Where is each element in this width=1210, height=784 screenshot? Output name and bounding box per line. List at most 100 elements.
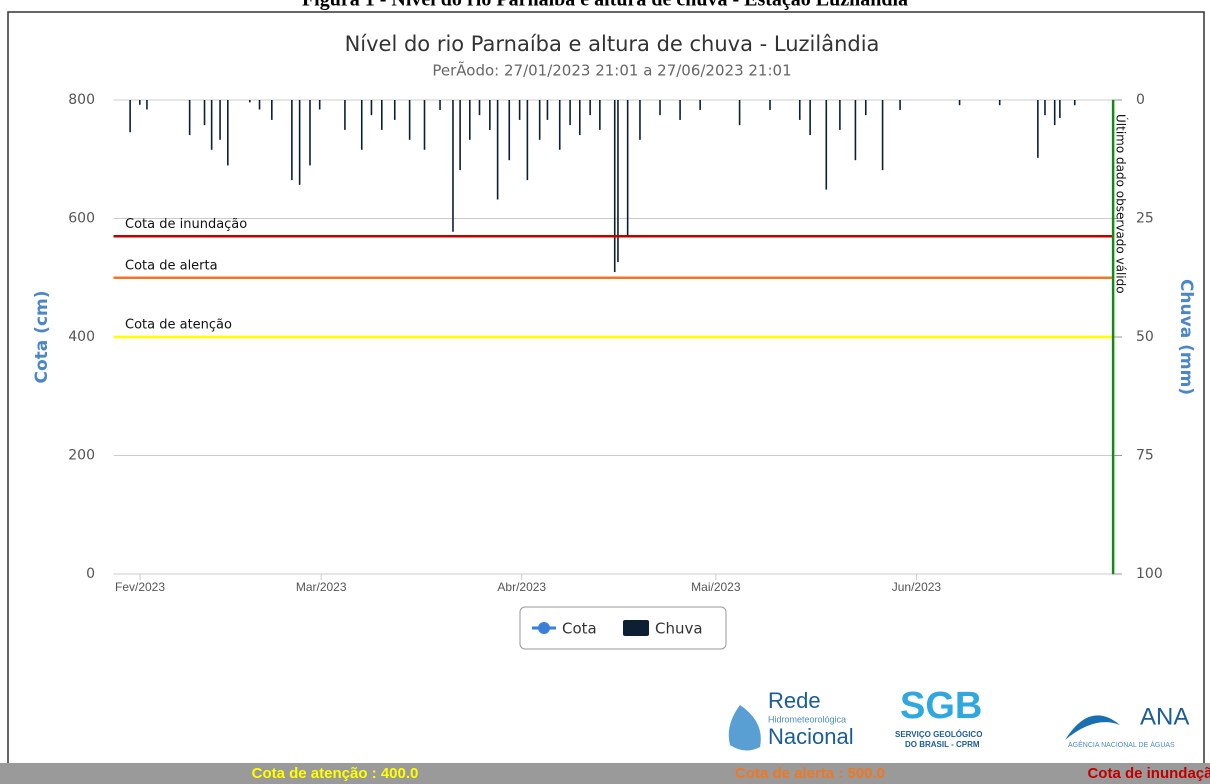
annotation: Último dado observado válido <box>1114 114 1129 294</box>
threshold-label: Cota de inundação <box>125 217 247 232</box>
rain-bar <box>227 100 229 166</box>
rain-bar <box>1059 100 1061 119</box>
rain-bar <box>496 100 499 200</box>
logos: Rede Hidrometeorológica Nacional SGB SER… <box>728 685 1189 751</box>
legend-label[interactable]: Chuva <box>655 620 703 638</box>
rain-bar <box>1073 100 1076 106</box>
y2-tick-label: 50 <box>1136 329 1154 345</box>
rain-bar <box>659 100 661 116</box>
logo-text: AGÊNCIA NACIONAL DE ÁGUAS <box>1068 740 1175 749</box>
threshold-label: Cota de alerta <box>125 258 218 273</box>
rain-bar <box>360 100 363 150</box>
rain-bar <box>864 100 867 116</box>
legend: Cota Chuva <box>519 606 727 650</box>
rain-bar <box>809 100 811 136</box>
legend-label[interactable]: Cota <box>562 620 597 638</box>
rain-bar <box>439 100 441 110</box>
y2-tick-label: 25 <box>1136 211 1154 227</box>
rain-bar <box>478 100 481 116</box>
rain-bar <box>381 100 383 130</box>
rain-bar <box>146 100 148 110</box>
logo-text: Nacional <box>768 724 854 749</box>
y-tick-label: 400 <box>68 329 95 345</box>
rain-bar <box>1044 100 1046 116</box>
rain-bar <box>769 100 771 110</box>
rain-bar <box>599 100 601 130</box>
rain-bar <box>854 100 857 161</box>
rain-bar <box>617 100 619 263</box>
x-tick-label: Fev/2023 <box>115 580 165 594</box>
x-tick-label: Mar/2023 <box>296 580 347 594</box>
rain-bar <box>738 100 741 126</box>
rain-bar <box>298 100 301 185</box>
rain-bar <box>452 100 454 232</box>
logo-text: Rede <box>768 688 821 713</box>
rain-bar <box>129 100 131 133</box>
y-axis-title: Cota (cm) <box>32 290 52 383</box>
rain-bar <box>459 100 461 171</box>
footer-label: Cota de atenção : 400.0 <box>252 765 419 782</box>
rain-bar <box>639 100 641 140</box>
logo-text: SERVIÇO GEOLÓGICO <box>895 730 982 739</box>
rain-bar <box>423 100 426 150</box>
rain-bar <box>546 100 549 120</box>
rain-bar <box>569 100 571 126</box>
rain-bar <box>249 100 251 103</box>
rain-bar <box>188 100 191 136</box>
rain-bar <box>370 100 373 116</box>
threshold-label: Cota de atenção <box>125 318 232 333</box>
rain-bar <box>468 100 471 140</box>
footer-label: Cota de alerta : 500.0 <box>735 765 885 782</box>
rain-bar <box>219 100 221 140</box>
y2-tick-label: 75 <box>1136 448 1154 464</box>
logo-text: SGB <box>900 685 982 727</box>
rain-bar <box>526 100 529 181</box>
logo-icon <box>728 705 761 751</box>
x-tick-label: Abr/2023 <box>497 580 546 594</box>
rain-bar <box>839 100 841 130</box>
rain-bar <box>258 100 261 110</box>
rain-bar <box>578 100 581 136</box>
y-tick-label: 0 <box>86 566 95 582</box>
x-tick-label: Mai/2023 <box>691 580 741 594</box>
y-tick-label: 800 <box>68 92 95 108</box>
logo-icon <box>1065 715 1120 740</box>
rain-bar <box>318 100 321 110</box>
legend-marker[interactable] <box>538 622 550 634</box>
rain-bar <box>210 100 213 150</box>
rain-bar <box>899 100 901 110</box>
rain-bar <box>309 100 311 166</box>
y2-tick-label: 100 <box>1136 566 1163 582</box>
rain-bar <box>408 100 411 140</box>
rain-bar <box>139 100 141 105</box>
rain-bar <box>558 100 561 150</box>
rain-bar <box>393 100 396 120</box>
rain-bar <box>203 100 206 126</box>
chart-title: Nível do rio Parnaíba e altura de chuva … <box>345 32 880 56</box>
footer-bar <box>0 763 1210 784</box>
rain-bar <box>291 100 293 181</box>
rain-bar <box>518 100 521 120</box>
rain-bar <box>538 100 541 140</box>
rain-bar <box>489 100 491 130</box>
y-tick-label: 200 <box>68 448 95 464</box>
rain-bar <box>958 100 961 106</box>
rain-bar <box>679 100 681 120</box>
rain-bar <box>271 100 273 120</box>
rain-bar <box>613 100 616 273</box>
logo-text: Hidrometeorológica <box>768 714 846 724</box>
logo-text: DO BRASIL - CPRM <box>905 740 980 749</box>
rain-bar <box>798 100 801 120</box>
x-tick-label: Jun/2023 <box>892 580 942 594</box>
legend-marker[interactable] <box>623 620 649 636</box>
rain-bar <box>626 100 629 236</box>
y2-tick-label: 0 <box>1136 92 1145 108</box>
rain-bar <box>344 100 346 130</box>
rain-bar <box>699 100 701 110</box>
rain-bar <box>589 100 591 116</box>
footer-label: Cota de inundação : 570.0 <box>1087 765 1210 782</box>
frame <box>7 11 1205 765</box>
caption: Figura 1 - Nível do rio Parnaíba e altur… <box>302 0 908 11</box>
logo-text: ANA <box>1140 703 1189 730</box>
